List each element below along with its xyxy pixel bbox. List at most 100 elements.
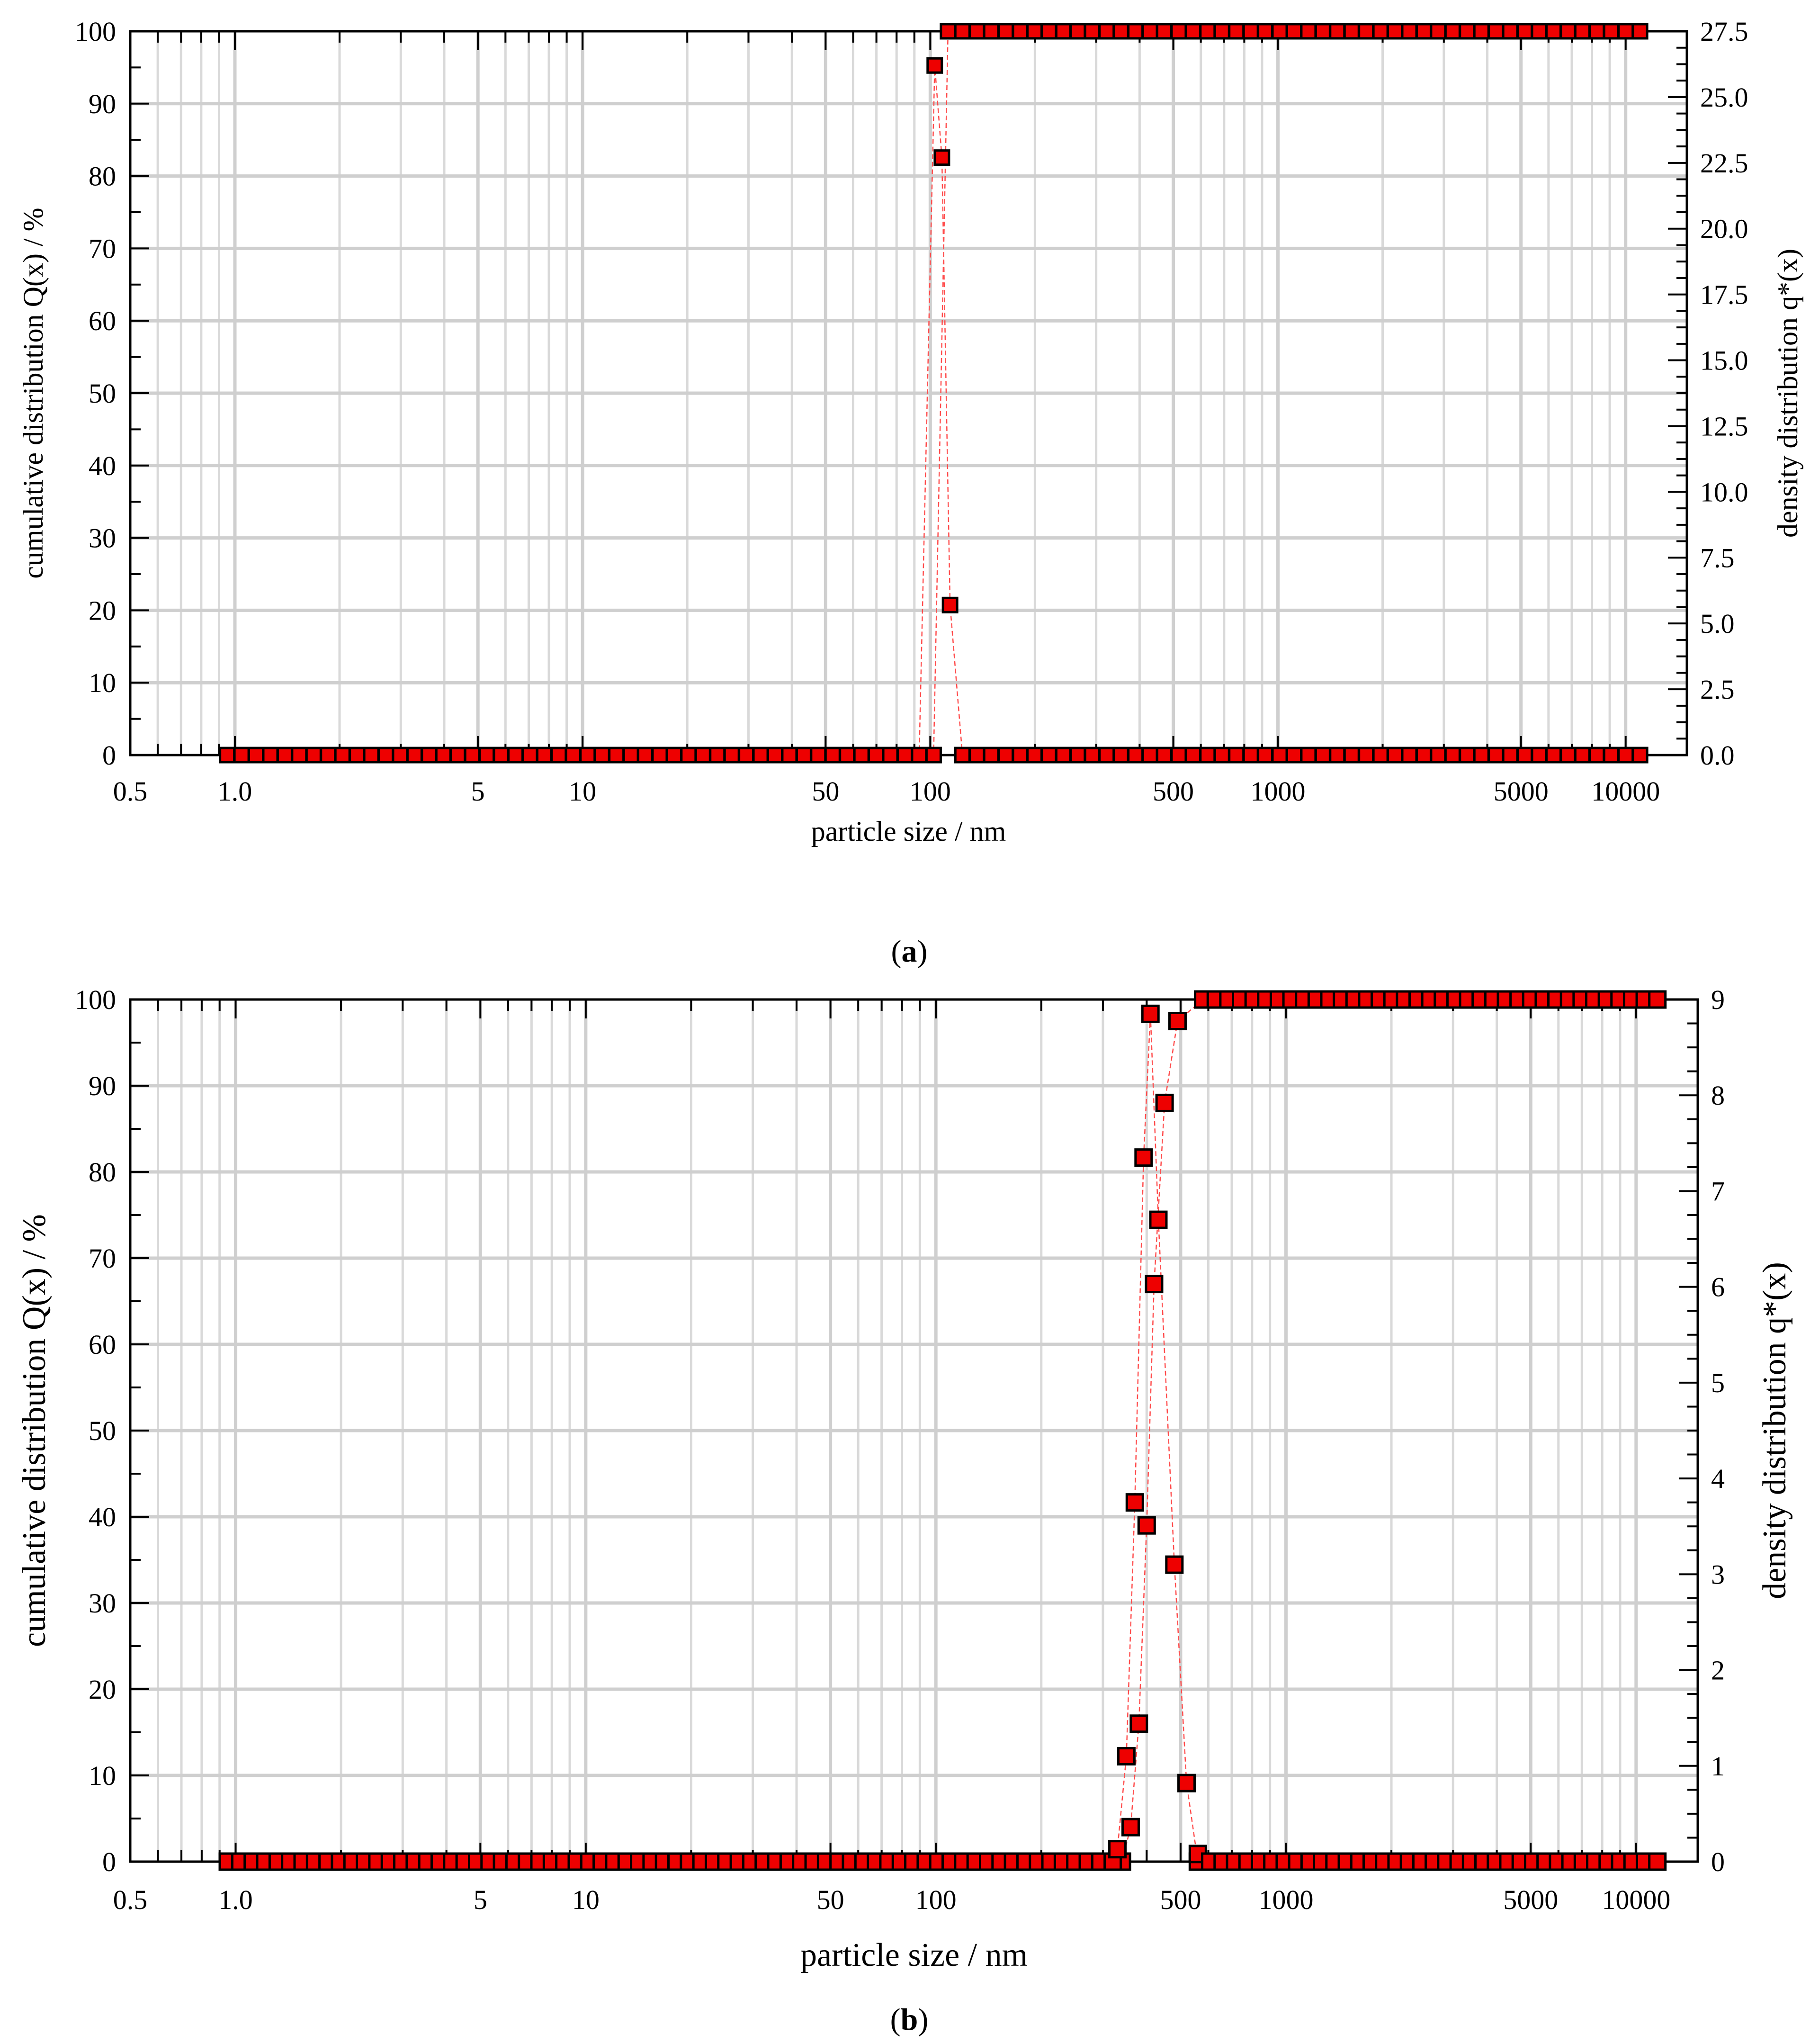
data-point-density <box>1117 1747 1136 1766</box>
y-left-tick-label: 10 <box>89 667 116 698</box>
y-left-tick-label: 90 <box>89 89 116 119</box>
y-left-tick-label: 100 <box>75 16 116 47</box>
data-point-cumulative <box>1121 1818 1140 1837</box>
data-point-density <box>1487 747 1505 764</box>
data-point-density <box>1314 747 1331 764</box>
data-point-density <box>824 747 841 764</box>
data-point-density <box>694 747 711 764</box>
data-point-density <box>593 747 610 764</box>
data-point-cumulative <box>1459 23 1476 40</box>
data-point-density <box>363 747 380 764</box>
x-tick-label: 10000 <box>1602 1884 1670 1915</box>
data-point-cumulative <box>940 23 957 40</box>
y-right-tick-label: 0 <box>1711 1846 1725 1877</box>
data-point-density <box>248 747 265 764</box>
data-point-cumulative <box>1314 23 1331 40</box>
x-tick-label: 0.5 <box>113 776 148 807</box>
data-point-cumulative <box>1444 23 1461 40</box>
y-right-tick-label: 2 <box>1711 1655 1725 1686</box>
panel-label: (b) <box>890 2002 929 2037</box>
data-point-density <box>1112 747 1129 764</box>
data-point-density <box>868 747 885 764</box>
data-point-cumulative <box>1473 23 1490 40</box>
y-right-tick-label: 8 <box>1711 1080 1725 1111</box>
data-point-density <box>464 747 481 764</box>
y-left-tick-label: 0 <box>102 1846 116 1877</box>
y-left-tick-label: 70 <box>89 1243 116 1274</box>
panel-label: (a) <box>891 934 928 969</box>
data-point-cumulative <box>1112 23 1129 40</box>
data-point-density <box>1343 747 1360 764</box>
data-point-density <box>1574 747 1591 764</box>
data-point-density <box>795 747 812 764</box>
data-point-density <box>521 747 538 764</box>
data-point-cumulative <box>1141 23 1158 40</box>
data-point-density <box>493 747 510 764</box>
data-point-cumulative <box>1401 23 1418 40</box>
x-tick-label: 10 <box>569 776 596 807</box>
data-point-cumulative <box>1430 23 1447 40</box>
y-right-tick-label: 15.0 <box>1700 345 1748 376</box>
data-point-density <box>1648 1852 1667 1871</box>
data-point-cumulative <box>1145 1275 1164 1294</box>
y-left-tick-label: 80 <box>89 1157 116 1188</box>
data-point-density <box>1285 747 1302 764</box>
data-point-cumulative <box>997 23 1014 40</box>
y-left-tick-label: 30 <box>89 523 116 554</box>
data-point-density <box>1257 747 1274 764</box>
data-point-density <box>983 747 1000 764</box>
y-left-tick-label: 20 <box>89 595 116 626</box>
y-left-tick-label: 10 <box>89 1760 116 1791</box>
data-point-cumulative <box>1300 23 1317 40</box>
data-point-density <box>680 747 697 764</box>
data-point-density <box>767 747 784 764</box>
x-tick-label: 1000 <box>1251 776 1306 807</box>
data-point-density <box>1559 747 1577 764</box>
data-point-density <box>1055 747 1072 764</box>
data-point-cumulative <box>1545 23 1562 40</box>
y-right-axis-ticks <box>1679 999 1698 1863</box>
data-point-cumulative <box>1574 23 1591 40</box>
data-point-density <box>320 747 337 764</box>
data-point-density <box>1149 1210 1168 1229</box>
data-point-density <box>1069 747 1086 764</box>
data-point-cumulative <box>1199 23 1216 40</box>
data-point-cumulative <box>1603 23 1620 40</box>
y-right-tick-label: 0.0 <box>1700 740 1735 771</box>
data-point-cumulative <box>1588 23 1605 40</box>
data-point-density <box>1603 747 1620 764</box>
data-point-density <box>1127 747 1144 764</box>
data-point-cumulative <box>1170 23 1187 40</box>
panel-label-open: ( <box>891 934 902 969</box>
grid <box>130 31 1687 755</box>
data-point-cumulative <box>1055 23 1072 40</box>
panel-label-letter: b <box>901 2002 918 2037</box>
data-point-density <box>1165 1555 1184 1574</box>
x-tick-label: 1000 <box>1258 1884 1313 1915</box>
data-point-density <box>276 747 293 764</box>
data-point-density <box>1084 747 1101 764</box>
panel-label-close: ) <box>917 934 928 969</box>
data-point-density <box>1358 747 1375 764</box>
data-point-density <box>421 747 438 764</box>
x-tick-label: 500 <box>1160 1884 1201 1915</box>
x-tick-label: 5 <box>474 1884 487 1915</box>
data-point-density <box>665 747 682 764</box>
data-point-cumulative <box>1329 23 1346 40</box>
data-point-density <box>911 747 928 764</box>
y-right-tick-label: 27.5 <box>1700 16 1748 47</box>
data-point-density <box>1170 747 1187 764</box>
y-left-tick-label: 0 <box>102 740 116 771</box>
data-point-density <box>723 747 740 764</box>
data-point-cumulative <box>1559 23 1577 40</box>
x-axis-title: particle size / nm <box>800 1937 1028 1973</box>
data-point-density <box>1271 747 1288 764</box>
y-right-tick-label: 2.5 <box>1700 674 1735 705</box>
y-right-tick-label: 7.5 <box>1700 542 1735 573</box>
data-point-density <box>435 747 452 764</box>
data-point-density <box>1242 747 1259 764</box>
x-tick-label: 50 <box>817 1884 844 1915</box>
y-right-tick-label: 20.0 <box>1700 214 1748 244</box>
y-left-axis-title: cumulative distribution Q(x) / % <box>18 207 49 578</box>
